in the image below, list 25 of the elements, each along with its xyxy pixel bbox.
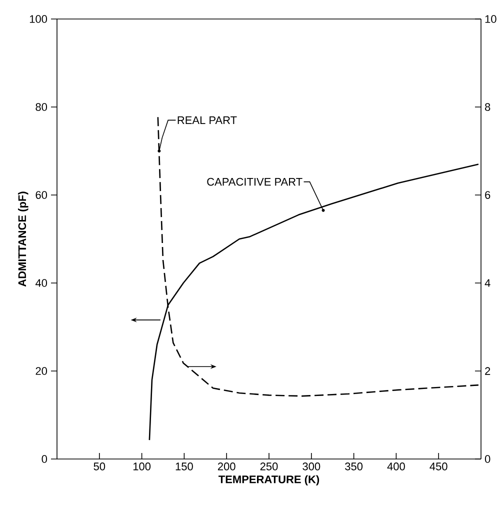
x-tick-label: 300: [302, 462, 320, 470]
y2-tick-label: 6: [485, 191, 490, 199]
y-tick-label: 40: [35, 279, 47, 287]
y2-tick-label: 0: [484, 455, 490, 463]
x-tick-label: 150: [176, 462, 193, 470]
x-tick-label: 200: [218, 462, 236, 470]
y-tick-label: 20: [36, 367, 47, 375]
series-label: REAL PART: [178, 116, 237, 124]
y2-tick-label: 10: [485, 15, 496, 23]
y2-tick-label: 4: [484, 279, 490, 287]
y-tick-label: 100: [30, 15, 47, 23]
y-axis-title: ADMITTANCE (pF): [18, 192, 28, 287]
x-tick-label: 100: [133, 462, 150, 470]
y2-tick-label: 2: [485, 367, 490, 375]
y2-tick-label: 8: [484, 103, 490, 111]
y-tick-label: 0: [42, 455, 47, 463]
x-tick-label: 350: [345, 462, 362, 470]
x-tick-label: 400: [387, 462, 405, 470]
x-axis-title: TEMPERATURE (K): [218, 475, 320, 486]
y-tick-label: 60: [36, 191, 47, 199]
x-tick-label: 250: [260, 462, 278, 470]
x-tick-label: 50: [94, 462, 106, 470]
x-tick-label: 450: [430, 462, 448, 470]
y-tick-label: 80: [36, 103, 47, 111]
text: CAPACITIVE PART: [207, 178, 302, 186]
